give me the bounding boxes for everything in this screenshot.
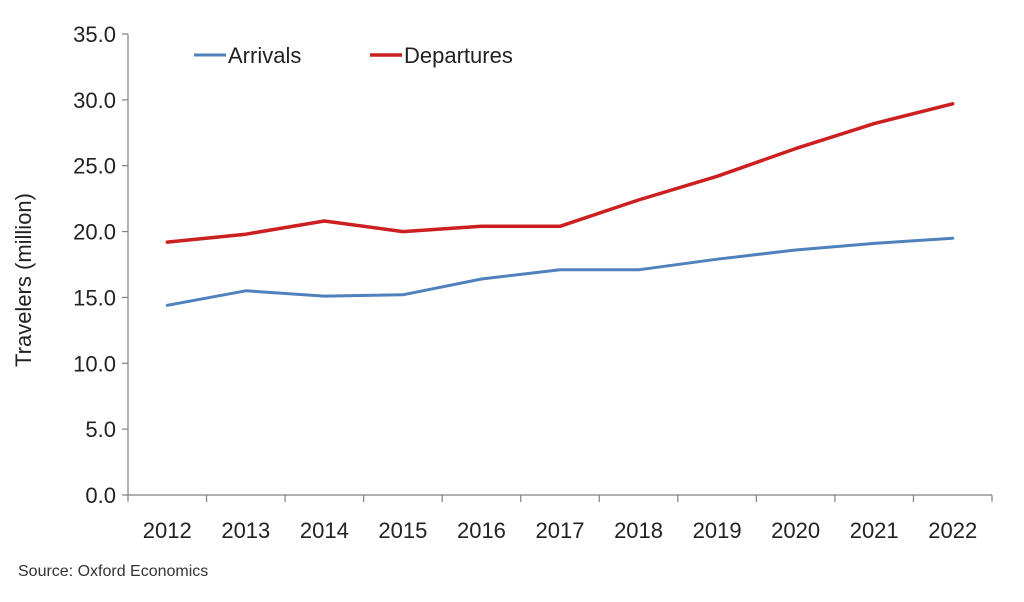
y-tick-label: 5.0 — [85, 417, 116, 442]
legend-label-arrivals: Arrivals — [228, 43, 301, 68]
x-tick-label: 2016 — [457, 518, 506, 543]
x-tick-label: 2021 — [850, 518, 899, 543]
x-tick-label: 2020 — [771, 518, 820, 543]
series-line-departures — [165, 102, 955, 244]
x-tick-label: 2015 — [378, 518, 427, 543]
y-tick-label: 15.0 — [73, 285, 116, 310]
legend-label-departures: Departures — [404, 43, 513, 68]
y-tick-label: 0.0 — [85, 483, 116, 508]
source-note: Source: Oxford Economics — [18, 563, 209, 580]
y-tick-label: 10.0 — [73, 351, 116, 376]
y-tick-label: 20.0 — [73, 220, 116, 245]
y-tick-label: 25.0 — [73, 154, 116, 179]
x-tick-label: 2018 — [614, 518, 663, 543]
y-tick-label: 35.0 — [73, 22, 116, 47]
y-axis-title: Travelers (million) — [11, 193, 36, 367]
x-tick-label: 2012 — [143, 518, 192, 543]
x-tick-label: 2013 — [221, 518, 270, 543]
axes-layer: 0.0 5.0 10.0 15.0 20.0 25.0 30.0 35.0 2012 2013 20… — [73, 22, 993, 543]
x-tick-label: 2022 — [928, 518, 977, 543]
legend: Arrivals Departures — [194, 43, 513, 68]
x-tick-label: 2014 — [300, 518, 349, 543]
y-tick-label: 30.0 — [73, 88, 116, 113]
x-tick-label: 2019 — [693, 518, 742, 543]
x-tick-label: 2017 — [536, 518, 585, 543]
series-layer — [165, 102, 955, 307]
series-line-arrivals — [165, 236, 955, 307]
